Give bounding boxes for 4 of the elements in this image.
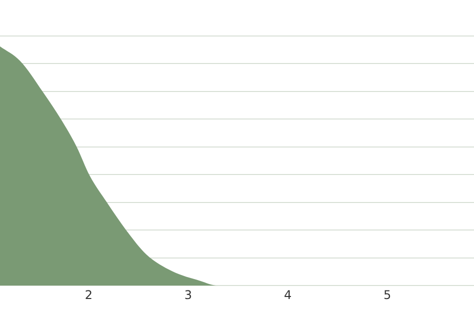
x-tick-label: 3 xyxy=(184,288,192,302)
x-tick-label: 5 xyxy=(384,288,392,302)
x-tick-label: 4 xyxy=(284,288,292,302)
x-tick-label: 2 xyxy=(84,288,92,302)
